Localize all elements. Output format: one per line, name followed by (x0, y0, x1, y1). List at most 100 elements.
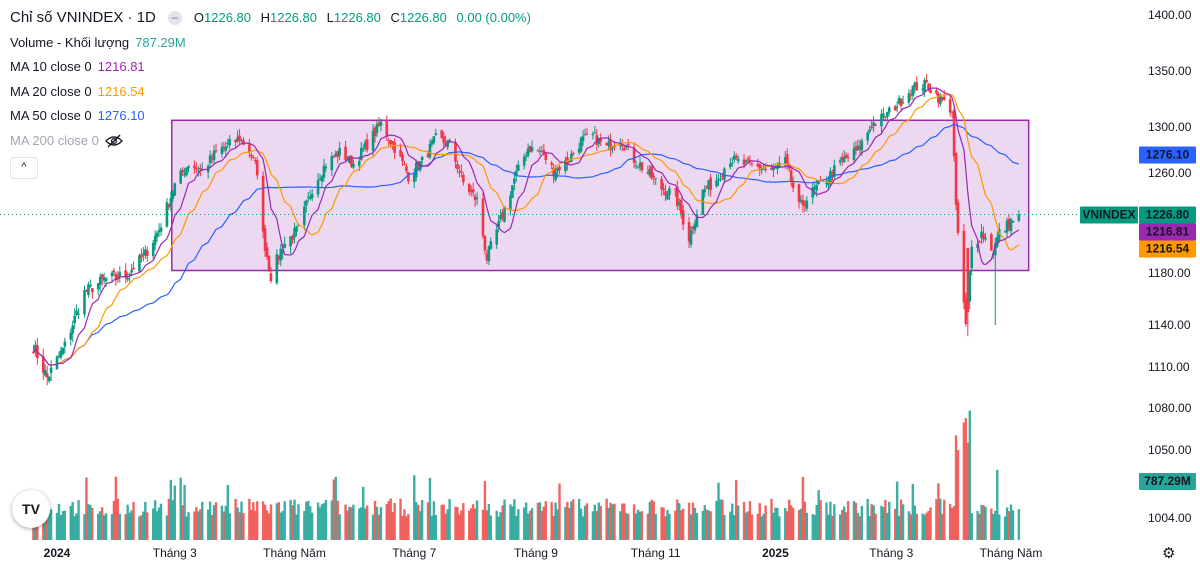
legend-ma10-row[interactable]: MA 10 close 0 1216.81 (10, 55, 537, 80)
symbol-title[interactable]: Chỉ số VNINDEX · 1D (10, 9, 156, 26)
candle-body (399, 149, 402, 157)
candle-body (116, 276, 120, 280)
volume-bar (208, 501, 212, 540)
candle-body (377, 123, 381, 126)
candle-body (330, 156, 334, 171)
volume-bar (627, 513, 630, 540)
volume-bar (748, 501, 752, 540)
candle-body (112, 270, 116, 273)
candle-body (723, 168, 726, 180)
candle-body (1007, 218, 1011, 230)
range-box[interactable] (171, 119, 1030, 272)
candle-body (412, 173, 416, 182)
volume-bar (941, 513, 944, 540)
volume-bar (448, 499, 451, 540)
candle-body (997, 229, 1001, 240)
volume-bar (842, 506, 846, 540)
volume-bar (901, 504, 905, 540)
candle-body (552, 167, 555, 177)
settings-gear-icon[interactable]: ⚙ (1162, 545, 1176, 562)
volume-bar (197, 511, 200, 540)
volume-bar (681, 508, 685, 540)
candle-body (416, 161, 420, 170)
candle-body (193, 165, 196, 169)
volume-bar (391, 511, 394, 540)
candle-body (866, 132, 870, 141)
candle-body (593, 132, 597, 134)
volume-bar (399, 498, 402, 540)
candle-body (750, 163, 754, 165)
volume-bar (799, 508, 803, 540)
candle-body (956, 202, 960, 233)
volume-bar (420, 500, 424, 540)
candle-body (689, 230, 693, 245)
tradingview-logo[interactable]: TV (12, 490, 50, 528)
candle-body (921, 88, 924, 90)
candle-body (954, 153, 958, 205)
y-tick-label: 1400.00 (1148, 8, 1192, 22)
legend-ma20-row[interactable]: MA 20 close 0 1216.54 (10, 80, 537, 105)
change-value: 0.00 (0.00%) (456, 10, 531, 25)
collapse-legend-button[interactable]: ^ (10, 157, 38, 179)
candle-body (895, 106, 899, 108)
volume-bar (625, 512, 628, 540)
legend-ma50-row[interactable]: MA 50 close 0 1276.10 (10, 104, 537, 129)
candle-body (361, 148, 365, 150)
volume-bar (829, 501, 832, 540)
x-tick-label: Tháng 9 (514, 546, 558, 560)
volume-bar (503, 499, 506, 540)
volume-bar (89, 504, 92, 540)
eye-hidden-icon[interactable] (104, 134, 123, 148)
volume-bar (238, 512, 241, 540)
volume-bar (888, 501, 891, 540)
volume-bar (358, 508, 361, 540)
candle-body (564, 160, 567, 172)
volume-bar (998, 514, 1001, 540)
volume-bar (173, 485, 176, 540)
ma200-label: MA 200 close 0 (10, 132, 99, 148)
volume-bar (444, 513, 447, 540)
ohlc-values: O1226.80 H1226.80 L1226.80 C1226.80 0.00… (193, 10, 531, 25)
candle-body (838, 160, 842, 163)
candle-body (893, 106, 897, 111)
candle-body (334, 153, 338, 157)
candle-body (414, 162, 418, 178)
volume-bar (322, 503, 326, 540)
hide-legend-icon[interactable]: – (167, 11, 182, 26)
volume-bar (937, 483, 940, 540)
volume-bar (132, 501, 135, 540)
volume-bar (840, 509, 844, 540)
candle-body (846, 156, 850, 158)
candle-body (251, 156, 255, 158)
volume-bar (846, 501, 850, 540)
candle-body (91, 288, 94, 293)
volume-bar (324, 499, 328, 540)
candle-body (899, 98, 903, 106)
candle-body (85, 290, 88, 292)
candle-body (210, 157, 214, 159)
candle-body (153, 235, 157, 245)
candle-body (860, 140, 864, 151)
candle-body (87, 284, 90, 295)
volume-bar (929, 507, 932, 540)
candle-body (607, 141, 610, 146)
legend-volume-row[interactable]: Volume - Khối lượng 787.29M (10, 31, 537, 56)
candle-body (668, 188, 671, 195)
volume-bar (295, 514, 298, 540)
volume-bar (403, 509, 406, 540)
volume-bar (481, 509, 485, 540)
candle-body (897, 97, 901, 104)
candle-body (717, 178, 720, 180)
volume-bar (515, 515, 518, 540)
volume-bar (346, 510, 349, 540)
volume-bar (344, 504, 347, 540)
candle-body (937, 93, 940, 103)
candle-body (868, 129, 871, 132)
volume-bar (269, 504, 273, 540)
candle-body (681, 210, 685, 225)
legend-ma200-row[interactable]: MA 200 close 0 (10, 129, 537, 154)
volume-bar (530, 508, 534, 540)
x-tick-label: Tháng 3 (153, 546, 197, 560)
volume-bar (528, 510, 532, 540)
